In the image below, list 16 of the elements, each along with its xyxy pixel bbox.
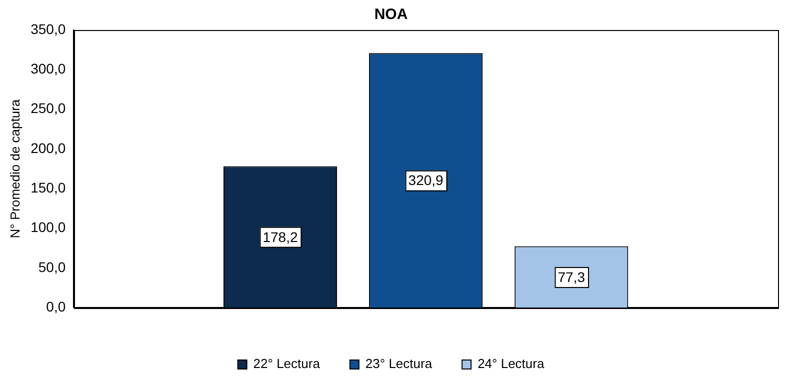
legend-label: 22° Lectura <box>253 356 321 372</box>
y-tick-label: 150,0 <box>30 179 66 196</box>
y-tick-label: 350,0 <box>30 20 66 37</box>
y-tick-label: 50,0 <box>38 258 66 275</box>
y-tick-label: 100,0 <box>30 219 66 236</box>
y-axis-title: N° Promedio de captura <box>7 98 22 238</box>
legend-label: 24° Lectura <box>478 356 545 372</box>
y-tick-label: 250,0 <box>30 100 66 116</box>
y-tick-label: 200,0 <box>30 140 66 156</box>
y-tick-label: 300,0 <box>30 60 66 77</box>
chart-title: NOA <box>374 6 408 24</box>
data-label: 320,9 <box>408 172 444 188</box>
data-label: 178,2 <box>262 228 298 245</box>
data-label: 77,3 <box>558 268 586 285</box>
legend-label: 23° Lectura <box>365 356 433 372</box>
y-tick-label: 0,0 <box>46 298 66 314</box>
